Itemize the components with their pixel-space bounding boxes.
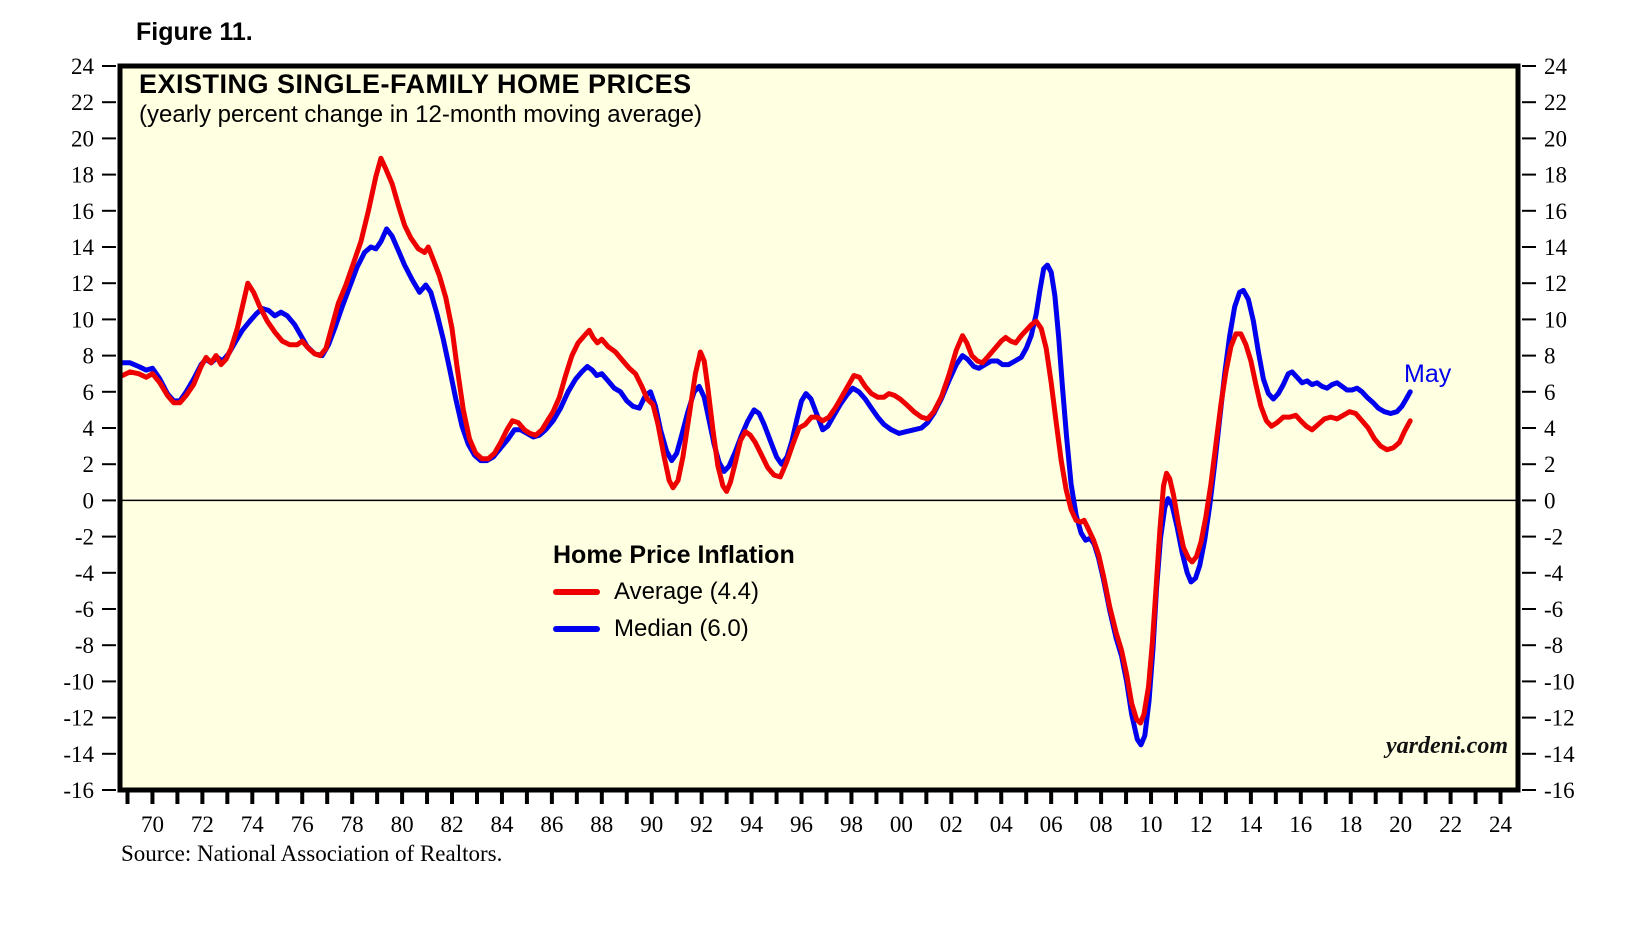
svg-text:22: 22 — [1544, 90, 1567, 115]
svg-text:18: 18 — [1339, 812, 1362, 837]
legend: Home Price Inflation Average (4.4) Media… — [553, 541, 795, 651]
svg-text:04: 04 — [990, 812, 1014, 837]
svg-text:-2: -2 — [75, 525, 94, 550]
svg-text:-14: -14 — [1544, 742, 1575, 767]
svg-text:14: 14 — [1239, 812, 1263, 837]
svg-text:18: 18 — [71, 163, 94, 188]
svg-text:-8: -8 — [75, 633, 94, 658]
svg-text:84: 84 — [490, 812, 514, 837]
svg-text:74: 74 — [241, 812, 265, 837]
svg-text:8: 8 — [83, 344, 95, 369]
svg-text:20: 20 — [1389, 812, 1412, 837]
average-line-swatch-icon — [553, 589, 600, 595]
svg-text:78: 78 — [341, 812, 364, 837]
svg-text:22: 22 — [1439, 812, 1462, 837]
svg-text:12: 12 — [1189, 812, 1212, 837]
svg-text:02: 02 — [940, 812, 963, 837]
svg-text:76: 76 — [291, 812, 314, 837]
svg-text:06: 06 — [1040, 812, 1063, 837]
svg-text:10: 10 — [71, 307, 94, 332]
watermark: yardeni.com — [1386, 733, 1508, 759]
svg-text:-14: -14 — [63, 742, 94, 767]
legend-item-label: Average (4.4) — [614, 578, 759, 605]
svg-text:0: 0 — [1544, 488, 1556, 513]
svg-text:-12: -12 — [1544, 706, 1575, 731]
svg-text:8: 8 — [1544, 344, 1556, 369]
legend-item-median: Median (6.0) — [553, 614, 795, 644]
svg-text:24: 24 — [71, 54, 95, 79]
svg-text:92: 92 — [690, 812, 713, 837]
svg-text:6: 6 — [1544, 380, 1556, 405]
svg-text:-8: -8 — [1544, 633, 1563, 658]
svg-text:00: 00 — [890, 812, 913, 837]
svg-text:-16: -16 — [63, 778, 94, 803]
svg-text:24: 24 — [1544, 54, 1568, 79]
svg-text:-12: -12 — [63, 706, 94, 731]
svg-text:-10: -10 — [63, 669, 94, 694]
svg-text:24: 24 — [1489, 812, 1513, 837]
svg-text:-10: -10 — [1544, 669, 1575, 694]
svg-text:72: 72 — [191, 812, 214, 837]
svg-text:16: 16 — [1289, 812, 1312, 837]
svg-text:-4: -4 — [75, 561, 95, 586]
svg-text:12: 12 — [71, 271, 94, 296]
svg-text:16: 16 — [1544, 199, 1567, 224]
svg-text:20: 20 — [71, 126, 94, 151]
svg-text:96: 96 — [790, 812, 813, 837]
svg-text:16: 16 — [71, 199, 94, 224]
latest-point-annotation: May — [1404, 360, 1452, 388]
svg-text:2: 2 — [1544, 452, 1556, 477]
svg-text:4: 4 — [83, 416, 95, 441]
svg-text:18: 18 — [1544, 163, 1567, 188]
svg-text:94: 94 — [740, 812, 764, 837]
svg-text:88: 88 — [590, 812, 613, 837]
svg-text:-4: -4 — [1544, 561, 1564, 586]
svg-text:90: 90 — [640, 812, 663, 837]
source-note: Source: National Association of Realtors… — [121, 841, 503, 866]
figure-label: Figure 11. — [136, 18, 253, 46]
svg-text:-6: -6 — [75, 597, 94, 622]
svg-text:0: 0 — [83, 488, 95, 513]
svg-text:-16: -16 — [1544, 778, 1575, 803]
svg-text:08: 08 — [1090, 812, 1113, 837]
legend-item-label: Median (6.0) — [614, 615, 749, 642]
svg-text:10: 10 — [1140, 812, 1163, 837]
chart-subtitle: (yearly percent change in 12-month movin… — [139, 101, 702, 128]
svg-text:82: 82 — [441, 812, 464, 837]
svg-text:-6: -6 — [1544, 597, 1563, 622]
chart-title: EXISTING SINGLE-FAMILY HOME PRICES — [139, 69, 692, 99]
svg-text:10: 10 — [1544, 307, 1567, 332]
svg-text:98: 98 — [840, 812, 863, 837]
svg-text:22: 22 — [71, 90, 94, 115]
median-line-swatch-icon — [553, 626, 600, 632]
svg-text:20: 20 — [1544, 126, 1567, 151]
svg-text:4: 4 — [1544, 416, 1556, 441]
svg-text:14: 14 — [71, 235, 95, 260]
legend-header: Home Price Inflation — [553, 541, 795, 569]
svg-text:86: 86 — [540, 812, 563, 837]
svg-text:70: 70 — [141, 812, 164, 837]
svg-text:12: 12 — [1544, 271, 1567, 296]
legend-item-average: Average (4.4) — [553, 577, 795, 607]
svg-text:2: 2 — [83, 452, 95, 477]
svg-text:80: 80 — [391, 812, 414, 837]
svg-text:-2: -2 — [1544, 525, 1563, 550]
svg-text:14: 14 — [1544, 235, 1568, 260]
svg-text:6: 6 — [83, 380, 95, 405]
